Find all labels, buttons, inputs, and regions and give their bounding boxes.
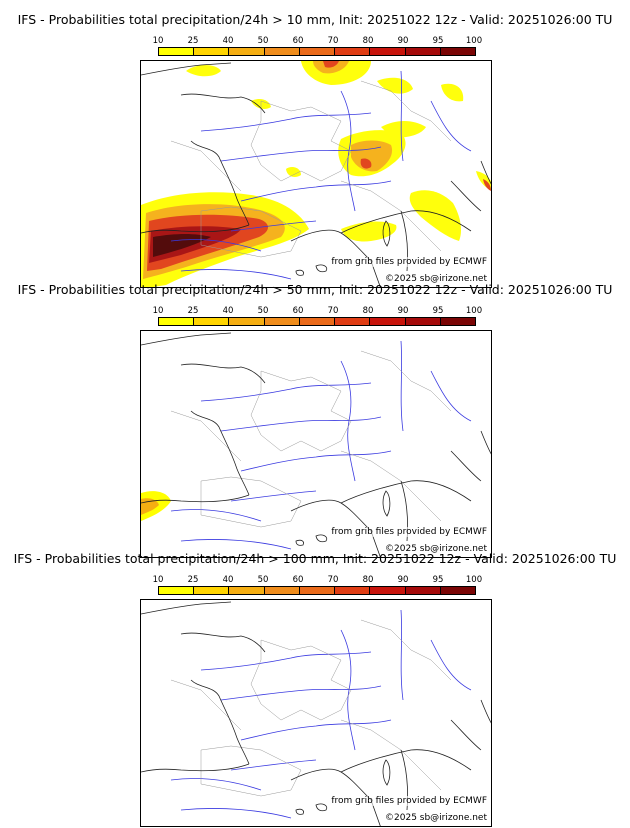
coastlines: [141, 62, 491, 287]
color-swatch: [159, 318, 195, 325]
color-swatch: [405, 587, 441, 594]
scale-tick: 60: [292, 575, 304, 585]
forecast-panel-50mm: IFS - Probabilities total precipitation/…: [0, 282, 630, 558]
scale-tick: 70: [327, 575, 339, 585]
color-swatch: [370, 318, 406, 325]
color-swatch: [194, 48, 230, 55]
source-credit: from grib files provided by ECMWF: [331, 527, 487, 537]
scale-tick: 80: [362, 36, 374, 46]
scale-tick: 60: [292, 36, 304, 46]
map-frame: from grib files provided by ECMWF ©2025 …: [140, 330, 492, 558]
boundaries: [170, 350, 452, 528]
scale-tick: 80: [362, 306, 374, 316]
scale-tick: 40: [222, 306, 234, 316]
scale-tick: 10: [152, 36, 164, 46]
boundaries: [170, 619, 452, 797]
scale-tick: 40: [222, 36, 234, 46]
color-swatch: [335, 318, 371, 325]
map-frame: from grib files provided by ECMWF ©2025 …: [140, 60, 492, 288]
scale-tick: 25: [187, 306, 199, 316]
forecast-panel-100mm: IFS - Probabilities total precipitation/…: [0, 551, 630, 827]
color-swatch: [229, 318, 265, 325]
color-swatch: [405, 318, 441, 325]
color-bar: [158, 317, 476, 326]
forecast-panel-10mm: IFS - Probabilities total precipitation/…: [0, 12, 630, 288]
scale-tick: 90: [397, 575, 409, 585]
color-swatch: [159, 48, 195, 55]
scale-tick: 100: [465, 36, 483, 46]
scale-tick: 95: [432, 306, 444, 316]
scale-tick: 70: [327, 306, 339, 316]
color-swatch: [229, 587, 265, 594]
color-swatch: [229, 48, 265, 55]
color-swatch: [194, 587, 230, 594]
color-swatch: [335, 587, 371, 594]
scale-tick: 70: [327, 36, 339, 46]
color-swatch: [440, 587, 475, 594]
panel-title: IFS - Probabilities total precipitation/…: [17, 12, 613, 27]
rivers: [170, 70, 472, 280]
scale-tick: 90: [397, 36, 409, 46]
coastlines: [141, 601, 491, 826]
scale-tick: 50: [257, 306, 269, 316]
copyright-label: ©2025 sb@irizone.net: [385, 813, 487, 823]
color-swatch: [299, 587, 336, 594]
rivers: [170, 340, 472, 550]
color-swatch: [264, 48, 300, 55]
panel-title: IFS - Probabilities total precipitation/…: [13, 551, 617, 566]
scale-tick: 50: [257, 575, 269, 585]
scale-tick: 25: [187, 575, 199, 585]
color-swatch: [299, 318, 336, 325]
scale-tick: 100: [465, 575, 483, 585]
color-swatch: [264, 318, 300, 325]
rivers: [170, 609, 472, 819]
copyright-label: ©2025 sb@irizone.net: [385, 274, 487, 284]
scale-tick: 10: [152, 575, 164, 585]
scale-tick: 40: [222, 575, 234, 585]
scale-tick: 60: [292, 306, 304, 316]
precip-areas: [141, 491, 171, 521]
scale-tick: 10: [152, 306, 164, 316]
color-swatch: [370, 587, 406, 594]
color-swatch: [440, 318, 475, 325]
source-credit: from grib files provided by ECMWF: [331, 257, 487, 267]
scale-tick: 50: [257, 36, 269, 46]
scale-tick: 95: [432, 36, 444, 46]
coastlines: [141, 332, 491, 557]
color-swatch: [440, 48, 475, 55]
map-frame: from grib files provided by ECMWF ©2025 …: [140, 599, 492, 827]
color-swatch: [264, 587, 300, 594]
source-credit: from grib files provided by ECMWF: [331, 796, 487, 806]
precipitation-map: [141, 601, 491, 826]
precip-areas: [141, 61, 491, 287]
color-swatch: [194, 318, 230, 325]
scale-tick: 25: [187, 36, 199, 46]
color-swatch: [405, 48, 441, 55]
precipitation-map: [141, 61, 491, 287]
scale-tick: 95: [432, 575, 444, 585]
copyright-label: ©2025 sb@irizone.net: [385, 544, 487, 554]
scale-tick: 90: [397, 306, 409, 316]
color-scale: 10 25 40 50 60 70 80 90 95 100: [153, 575, 482, 595]
scale-tick: 100: [465, 306, 483, 316]
color-bar: [158, 47, 476, 56]
scale-tick: 80: [362, 575, 374, 585]
color-swatch: [335, 48, 371, 55]
color-swatch: [159, 587, 195, 594]
panel-title: IFS - Probabilities total precipitation/…: [17, 282, 613, 297]
precipitation-map: [141, 332, 491, 557]
color-swatch: [370, 48, 406, 55]
color-swatch: [299, 48, 336, 55]
color-scale: 10 25 40 50 60 70 80 90 95 100: [153, 36, 482, 56]
color-scale: 10 25 40 50 60 70 80 90 95 100: [153, 306, 482, 326]
color-bar: [158, 586, 476, 595]
